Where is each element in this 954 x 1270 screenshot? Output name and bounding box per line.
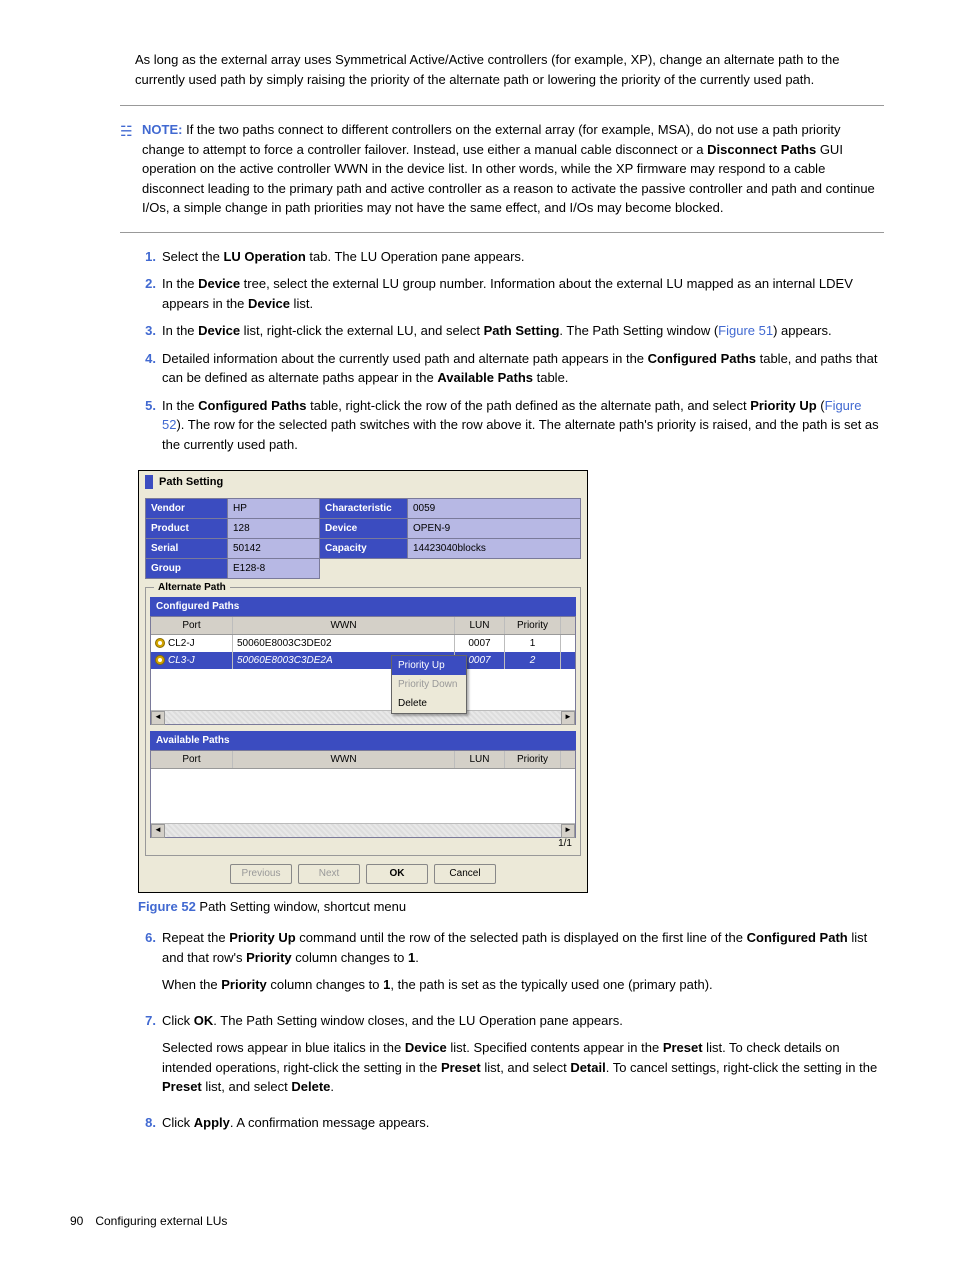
scrollbar[interactable]: ◄ ► bbox=[151, 710, 575, 724]
scroll-right-icon[interactable]: ► bbox=[561, 711, 575, 725]
path-setting-dialog: Path Setting Vendor HP Characteristic 00… bbox=[138, 470, 588, 893]
prop-value: 128 bbox=[228, 518, 320, 538]
step-5: 5. In the Configured Paths table, right-… bbox=[138, 396, 884, 455]
prop-label: Vendor bbox=[146, 498, 228, 518]
step-number: 1. bbox=[138, 247, 162, 267]
step-4: 4. Detailed information about the curren… bbox=[138, 349, 884, 388]
prop-label: Device bbox=[320, 518, 408, 538]
grid-header: Port WWN LUN Priority bbox=[151, 751, 575, 769]
col-header: LUN bbox=[455, 751, 505, 768]
dialog-button-bar: Previous Next OK Cancel bbox=[145, 858, 581, 890]
prop-value: HP bbox=[228, 498, 320, 518]
step-number: 7. bbox=[138, 1011, 162, 1105]
alternate-path-fieldset: Alternate Path Configured Paths Port WWN… bbox=[145, 587, 581, 856]
note-icon: ☵ bbox=[120, 121, 138, 218]
scroll-left-icon[interactable]: ◄ bbox=[151, 824, 165, 838]
step-body: In the Configured Paths table, right-cli… bbox=[162, 396, 884, 455]
step-body: Detailed information about the currently… bbox=[162, 349, 884, 388]
page-number: 90 bbox=[70, 1212, 92, 1230]
step-3: 3. In the Device list, right-click the e… bbox=[138, 321, 884, 341]
prop-value: 50142 bbox=[228, 538, 320, 558]
step-body: Click Apply. A confirmation message appe… bbox=[162, 1113, 884, 1133]
col-header: LUN bbox=[455, 617, 505, 634]
col-header: WWN bbox=[233, 751, 455, 768]
step-8: 8. Click Apply. A confirmation message a… bbox=[138, 1113, 884, 1133]
prop-label: Characteristic bbox=[320, 498, 408, 518]
step-body: Repeat the Priority Up command until the… bbox=[162, 928, 884, 1003]
status-dot-icon bbox=[155, 655, 165, 665]
configured-paths-grid: Port WWN LUN Priority CL2-J 50060E8003C3… bbox=[150, 616, 576, 725]
prop-value: OPEN-9 bbox=[408, 518, 581, 538]
available-paths-header: Available Paths bbox=[150, 731, 576, 750]
step-number: 6. bbox=[138, 928, 162, 1003]
steps-list: 1. Select the LU Operation tab. The LU O… bbox=[138, 247, 884, 455]
step-body: Click OK. The Path Setting window closes… bbox=[162, 1011, 884, 1105]
grid-header: Port WWN LUN Priority bbox=[151, 617, 575, 635]
col-header: Priority bbox=[505, 751, 561, 768]
prop-value: E128-8 bbox=[228, 558, 320, 578]
scroll-left-icon[interactable]: ◄ bbox=[151, 711, 165, 725]
table-row[interactable]: CL2-J 50060E8003C3DE02 0007 1 bbox=[151, 635, 575, 652]
step-7: 7. Click OK. The Path Setting window clo… bbox=[138, 1011, 884, 1105]
steps-list-cont: 6. Repeat the Priority Up command until … bbox=[138, 928, 884, 1132]
configured-paths-header: Configured Paths bbox=[150, 597, 576, 616]
prop-label: Group bbox=[146, 558, 228, 578]
step-body: In the Device list, right-click the exte… bbox=[162, 321, 884, 341]
dialog-titlebar: Path Setting bbox=[139, 471, 587, 494]
prop-label: Product bbox=[146, 518, 228, 538]
menu-item-priority-up[interactable]: Priority Up bbox=[392, 656, 466, 675]
step-2: 2. In the Device tree, select the extern… bbox=[138, 274, 884, 313]
cancel-button[interactable]: Cancel bbox=[434, 864, 496, 884]
col-header: Port bbox=[151, 617, 233, 634]
status-dot-icon bbox=[155, 638, 165, 648]
intro-paragraph: As long as the external array uses Symme… bbox=[135, 50, 884, 89]
next-button: Next bbox=[298, 864, 360, 884]
step-1: 1. Select the LU Operation tab. The LU O… bbox=[138, 247, 884, 267]
page-footer: 90 Configuring external LUs bbox=[70, 1212, 884, 1230]
menu-item-priority-down: Priority Down bbox=[392, 675, 466, 694]
fieldset-legend: Alternate Path bbox=[154, 580, 230, 595]
note-block: ☵ NOTE: If the two paths connect to diff… bbox=[120, 105, 884, 233]
prop-label: Serial bbox=[146, 538, 228, 558]
page-indicator: 1/1 bbox=[150, 836, 576, 851]
prop-label: Capacity bbox=[320, 538, 408, 558]
properties-table: Vendor HP Characteristic 0059 Product 12… bbox=[145, 498, 581, 579]
prop-value: 14423040blocks bbox=[408, 538, 581, 558]
previous-button: Previous bbox=[230, 864, 292, 884]
scrollbar[interactable]: ◄ ► bbox=[151, 823, 575, 837]
dialog-title: Path Setting bbox=[159, 474, 223, 491]
col-header: WWN bbox=[233, 617, 455, 634]
col-header: Priority bbox=[505, 617, 561, 634]
chapter-title: Configuring external LUs bbox=[95, 1214, 227, 1228]
step-number: 4. bbox=[138, 349, 162, 388]
step-number: 5. bbox=[138, 396, 162, 455]
step-number: 2. bbox=[138, 274, 162, 313]
menu-item-delete[interactable]: Delete bbox=[392, 694, 466, 713]
step-body: In the Device tree, select the external … bbox=[162, 274, 884, 313]
figure-caption: Figure 52 Path Setting window, shortcut … bbox=[138, 897, 884, 917]
note-text: NOTE: If the two paths connect to differ… bbox=[142, 120, 884, 218]
col-header: Port bbox=[151, 751, 233, 768]
figure-link[interactable]: Figure 51 bbox=[718, 323, 773, 338]
step-number: 8. bbox=[138, 1113, 162, 1133]
ok-button[interactable]: OK bbox=[366, 864, 428, 884]
step-number: 3. bbox=[138, 321, 162, 341]
figure-label: Figure 52 bbox=[138, 899, 196, 914]
available-paths-grid: Port WWN LUN Priority ◄ ► bbox=[150, 750, 576, 838]
table-row-selected[interactable]: CL3-J 50060E8003C3DE2A 0007 2 bbox=[151, 652, 575, 669]
prop-value: 0059 bbox=[408, 498, 581, 518]
title-marker-icon bbox=[145, 475, 153, 489]
step-6: 6. Repeat the Priority Up command until … bbox=[138, 928, 884, 1003]
step-body: Select the LU Operation tab. The LU Oper… bbox=[162, 247, 884, 267]
context-menu: Priority Up Priority Down Delete bbox=[391, 655, 467, 714]
note-label: NOTE: bbox=[142, 122, 182, 137]
